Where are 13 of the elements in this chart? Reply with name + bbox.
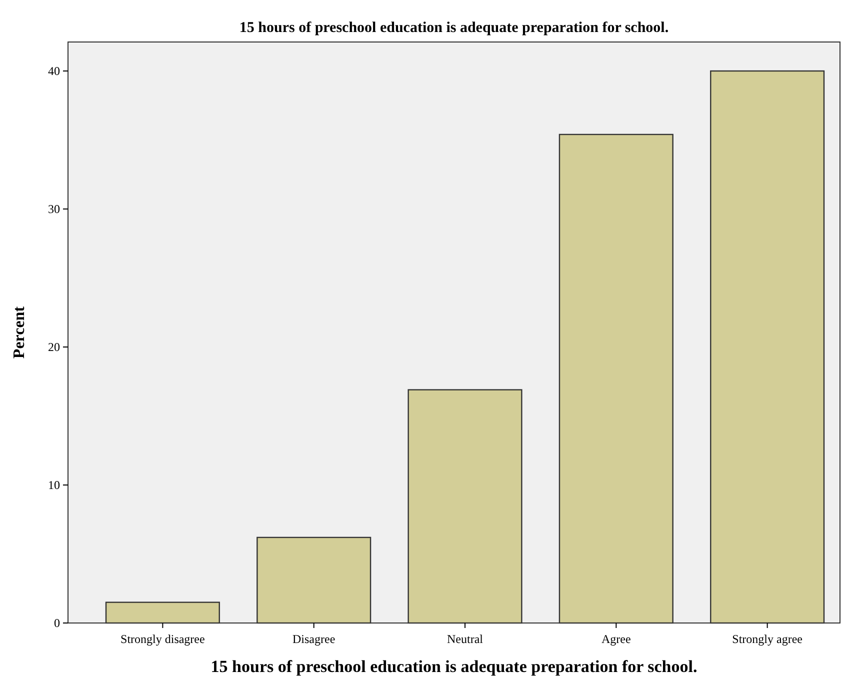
y-tick-label: 40 <box>48 64 60 78</box>
x-tick-label: Strongly agree <box>732 632 802 646</box>
x-tick-label: Disagree <box>292 632 336 646</box>
x-axis-title: 15 hours of preschool education is adequate preparation for school. <box>210 657 698 676</box>
y-tick-label: 0 <box>54 616 60 630</box>
y-tick-label: 10 <box>48 478 60 492</box>
x-tick-label: Agree <box>601 632 631 646</box>
x-tick-label: Strongly disagree <box>120 632 205 646</box>
y-axis-title: Percent <box>11 306 28 359</box>
y-tick-label: 30 <box>48 202 60 216</box>
x-tick-label: Neutral <box>447 632 484 646</box>
chart-title: 15 hours of preschool education is adequate preparation for school. <box>239 20 669 36</box>
y-tick-label: 20 <box>48 340 60 354</box>
